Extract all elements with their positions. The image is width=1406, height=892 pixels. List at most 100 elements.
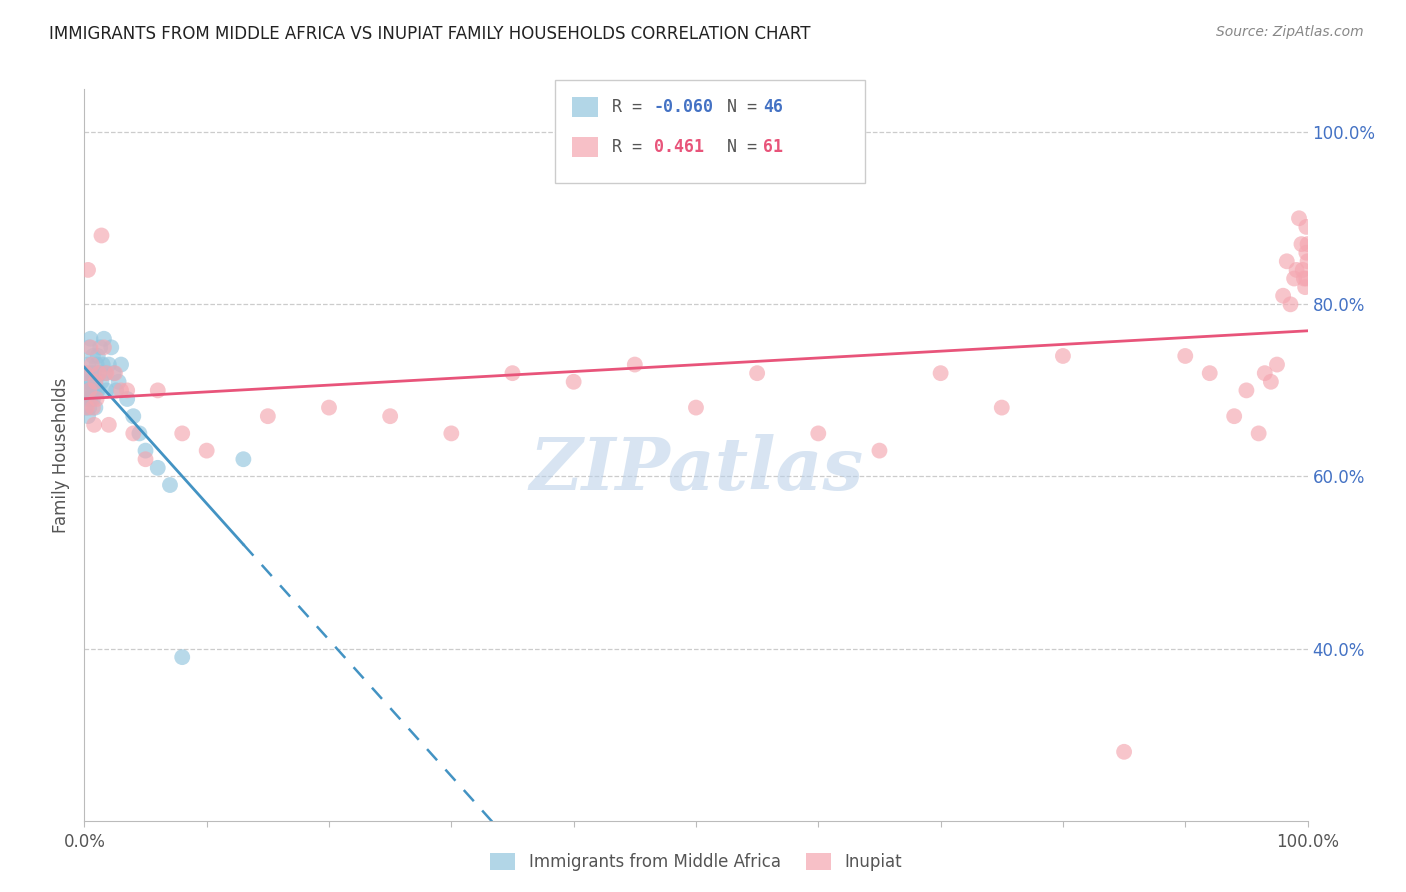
Point — [1260, 375, 1282, 389]
Text: 61: 61 — [763, 138, 783, 156]
Point — [90, 228, 112, 243]
Point — [79, 332, 101, 346]
Point — [929, 366, 952, 380]
Text: 0.461: 0.461 — [654, 138, 704, 156]
Point — [869, 443, 891, 458]
Text: N =: N = — [707, 138, 768, 156]
Point — [172, 650, 194, 665]
Point — [146, 460, 169, 475]
Point — [1295, 245, 1317, 260]
Point — [1294, 280, 1316, 294]
Point — [195, 443, 218, 458]
Point — [86, 384, 108, 398]
Point — [75, 366, 97, 380]
Point — [440, 426, 463, 441]
Point — [87, 366, 110, 380]
Point — [83, 366, 105, 380]
Point — [87, 384, 110, 398]
Point — [90, 375, 112, 389]
Point — [76, 375, 98, 389]
Point — [86, 358, 108, 372]
Point — [110, 358, 132, 372]
Point — [77, 384, 100, 398]
Point — [1282, 271, 1305, 285]
Point — [1295, 271, 1317, 285]
Point — [96, 366, 118, 380]
Point — [77, 401, 100, 415]
Point — [80, 358, 103, 372]
Point — [1247, 426, 1270, 441]
Point — [146, 384, 169, 398]
Point — [104, 366, 127, 380]
Point — [94, 366, 117, 380]
Point — [82, 401, 104, 415]
Point — [77, 358, 100, 372]
Point — [807, 426, 830, 441]
Point — [93, 340, 115, 354]
Point — [1275, 254, 1298, 268]
Point — [1292, 263, 1315, 277]
Point — [1291, 237, 1313, 252]
Point — [87, 349, 110, 363]
Point — [502, 366, 524, 380]
Point — [318, 401, 340, 415]
Point — [84, 375, 107, 389]
Point — [115, 384, 138, 398]
Point — [103, 366, 125, 380]
Point — [97, 358, 120, 372]
Point — [1198, 366, 1220, 380]
Point — [1295, 219, 1317, 234]
Point — [79, 392, 101, 406]
Point — [77, 384, 100, 398]
Point — [83, 417, 105, 432]
Point — [80, 384, 103, 398]
Point — [685, 401, 707, 415]
Point — [79, 375, 101, 389]
Point — [122, 409, 145, 424]
Point — [105, 384, 128, 398]
Point — [122, 426, 145, 441]
Text: R =: R = — [612, 98, 651, 116]
Point — [1272, 289, 1295, 303]
Point — [1296, 254, 1319, 268]
Point — [97, 417, 120, 432]
Text: R =: R = — [612, 138, 662, 156]
Point — [562, 375, 585, 389]
Point — [128, 426, 150, 441]
Point — [87, 366, 110, 380]
Point — [257, 409, 280, 424]
Point — [991, 401, 1014, 415]
Point — [159, 478, 181, 492]
Point — [107, 375, 129, 389]
Point — [96, 384, 118, 398]
Point — [172, 426, 194, 441]
Point — [82, 349, 104, 363]
Point — [76, 366, 98, 380]
Point — [82, 392, 104, 406]
Point — [93, 332, 115, 346]
Y-axis label: Family Households: Family Households — [52, 377, 70, 533]
Point — [232, 452, 254, 467]
Point — [1223, 409, 1246, 424]
Point — [115, 392, 138, 406]
Point — [1279, 297, 1302, 311]
Legend: Immigrants from Middle Africa, Inupiat: Immigrants from Middle Africa, Inupiat — [484, 847, 908, 878]
Text: -0.060: -0.060 — [654, 98, 714, 116]
Text: ZIPatlas: ZIPatlas — [529, 434, 863, 505]
Point — [1114, 745, 1136, 759]
Point — [1236, 384, 1258, 398]
Point — [75, 384, 97, 398]
Point — [1174, 349, 1197, 363]
Point — [91, 358, 114, 372]
Point — [110, 384, 132, 398]
Point — [624, 358, 647, 372]
Point — [1292, 271, 1315, 285]
Point — [1285, 263, 1308, 277]
Point — [1052, 349, 1074, 363]
Point — [76, 401, 98, 415]
Point — [75, 401, 97, 415]
Point — [1288, 211, 1310, 226]
Point — [77, 263, 100, 277]
Point — [1265, 358, 1288, 372]
Point — [76, 392, 98, 406]
